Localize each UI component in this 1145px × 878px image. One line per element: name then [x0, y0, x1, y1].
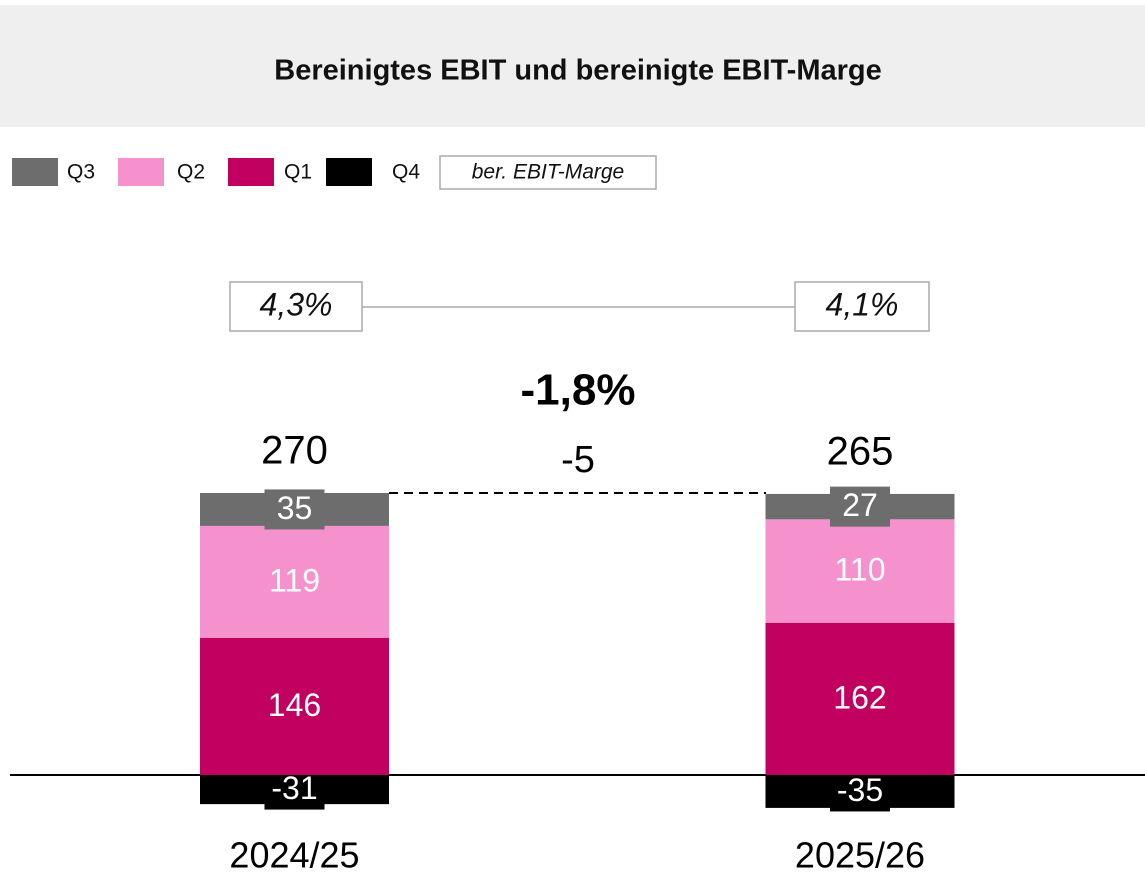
legend-margin-box	[439, 155, 657, 190]
margin-label: 4,3%	[260, 286, 333, 322]
margin-box	[229, 281, 363, 332]
legend-label: ber. EBIT-Marge	[472, 161, 625, 184]
label-box	[264, 769, 325, 810]
margin-label: 4,1%	[826, 286, 899, 322]
value-label: -35	[837, 772, 883, 808]
chart-title: Bereinigtes EBIT und bereinigte EBIT-Mar…	[274, 55, 882, 87]
total-label: 265	[827, 430, 894, 474]
x-tick-label: 2024/25	[229, 835, 359, 876]
legend-swatch	[228, 158, 274, 186]
margin-box	[794, 281, 930, 332]
value-label: 162	[833, 679, 886, 715]
value-label: 35	[277, 490, 313, 526]
change-absolute: -5	[561, 439, 595, 481]
value-label: 110	[834, 551, 885, 587]
bar-segment	[765, 622, 955, 775]
bar-segment	[765, 519, 955, 623]
x-tick-label: 2025/26	[795, 835, 925, 876]
value-label: -31	[271, 770, 317, 806]
legend-label: Q2	[177, 161, 205, 184]
bar-segment	[200, 525, 389, 638]
legend-swatch	[12, 158, 58, 186]
title-background	[0, 5, 1145, 127]
legend-label: Q1	[284, 161, 312, 184]
legend-swatch	[118, 158, 164, 186]
value-label: 146	[268, 687, 321, 723]
total-label: 270	[261, 429, 328, 473]
change-percent: -1,8%	[521, 366, 636, 415]
value-label: 119	[269, 562, 320, 598]
value-label: 27	[842, 487, 878, 523]
legend-label: Q4	[392, 161, 420, 184]
legend-swatch	[326, 158, 372, 186]
bar-segment	[200, 637, 389, 775]
label-box	[264, 489, 325, 530]
label-box	[830, 771, 890, 812]
legend-label: Q3	[67, 161, 95, 184]
label-box	[830, 486, 890, 527]
